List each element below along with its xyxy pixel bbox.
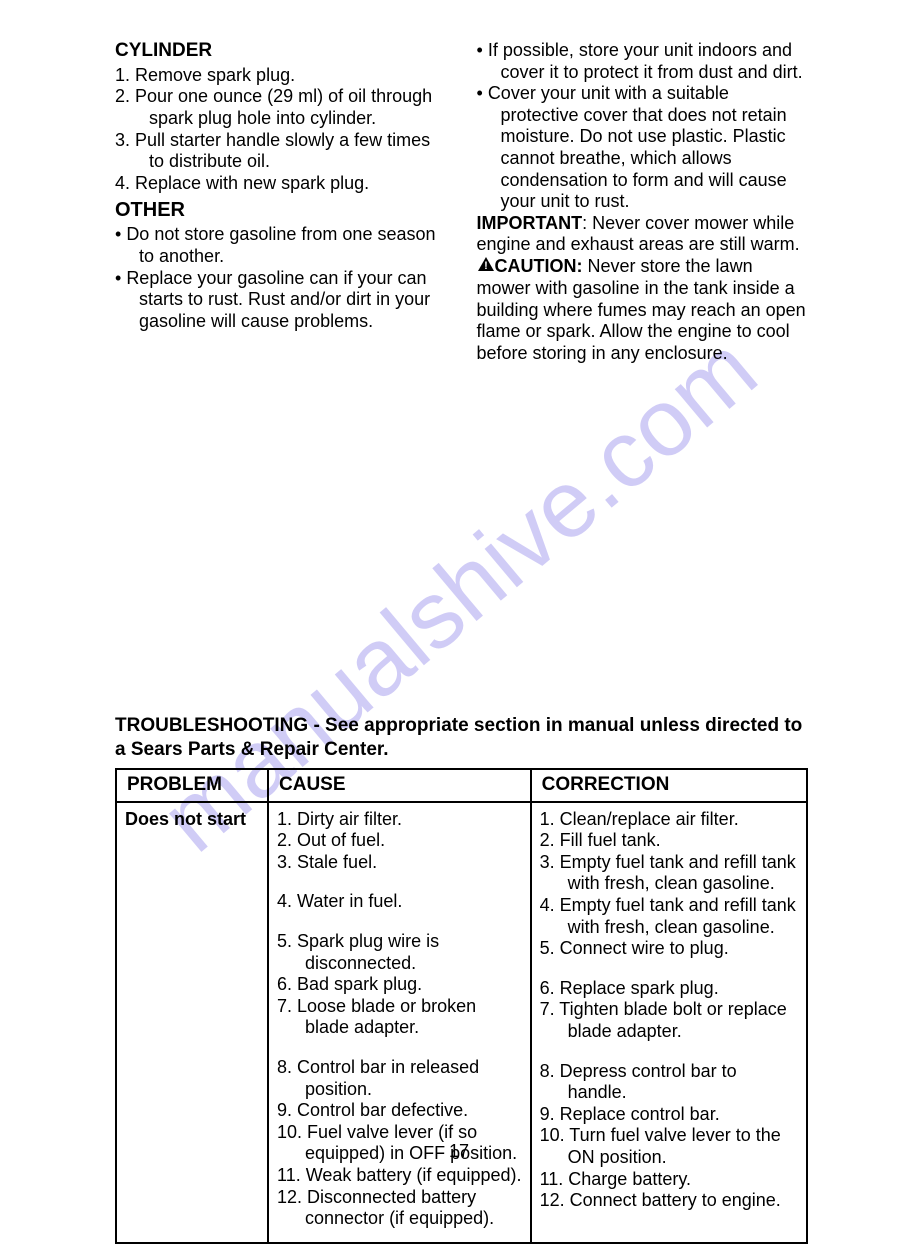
list-item: 10. Fuel valve lever (if so equipped) in… — [277, 1122, 522, 1165]
col-problem: PROBLEM — [116, 769, 268, 802]
list-item: 4. Water in fuel. — [277, 891, 522, 913]
list-item: 6. Bad spark plug. — [277, 974, 522, 996]
caution-icon: ! — [477, 256, 495, 278]
list-item: 11. Weak battery (if equipped). — [277, 1165, 522, 1187]
list-item: 2. Fill fuel tank. — [540, 830, 798, 852]
list-spacer — [540, 1043, 798, 1061]
troubleshooting-table: PROBLEM CAUSE CORRECTION Does not start … — [115, 768, 808, 1244]
list-item: 3. Empty fuel tank and refill tank with … — [540, 852, 798, 895]
list-item: Replace your gasoline can if your can st… — [115, 268, 447, 333]
list-item: 2. Pour one ounce (29 ml) of oil through… — [115, 86, 447, 129]
list-item: If possible, store your unit indoors and… — [477, 40, 809, 83]
list-item: 4. Replace with new spark plug. — [115, 173, 447, 195]
table-header-row: PROBLEM CAUSE CORRECTION — [116, 769, 807, 802]
troubleshooting-heading: TROUBLESHOOTING - See appropriate sectio… — [115, 714, 808, 762]
problem-cell: Does not start — [116, 802, 268, 1243]
list-item: 2. Out of fuel. — [277, 830, 522, 852]
left-column: CYLINDER 1. Remove spark plug. 2. Pour o… — [115, 40, 447, 364]
list-item: 9. Replace control bar. — [540, 1104, 798, 1126]
list-spacer — [540, 960, 798, 978]
list-item: Do not store gasoline from one season to… — [115, 224, 447, 267]
list-spacer — [277, 1039, 522, 1057]
caution-label: CAUTION: — [495, 256, 583, 276]
list-item: 10. Turn fuel valve lever to the ON posi… — [540, 1125, 798, 1168]
list-item: 8. Control bar in released position. — [277, 1057, 522, 1100]
list-item-text: Do not store gasoline from one season to… — [126, 224, 435, 266]
cylinder-heading: CYLINDER — [115, 40, 447, 63]
list-spacer — [277, 873, 522, 891]
list-item: 5. Connect wire to plug. — [540, 938, 798, 960]
list-item: 1. Clean/replace air filter. — [540, 809, 798, 831]
right-bullets: If possible, store your unit indoors and… — [477, 40, 809, 213]
correction-list: 1. Clean/replace air filter. 2. Fill fue… — [540, 809, 798, 1212]
list-item: Cover your unit with a suitable protecti… — [477, 83, 809, 213]
cause-list: 1. Dirty air filter. 2. Out of fuel. 3. … — [277, 809, 522, 1230]
cause-cell: 1. Dirty air filter. 2. Out of fuel. 3. … — [268, 802, 531, 1243]
list-item: 7. Tighten blade bolt or replace blade a… — [540, 999, 798, 1042]
list-item: 8. Depress control bar to handle. — [540, 1061, 798, 1104]
list-item-text: If possible, store your unit indoors and… — [488, 40, 803, 82]
list-spacer — [277, 913, 522, 931]
important-label: IMPORTANT — [477, 213, 583, 233]
list-item: 12. Connect battery to engine. — [540, 1190, 798, 1212]
page-content: CYLINDER 1. Remove spark plug. 2. Pour o… — [115, 40, 808, 1244]
svg-text:!: ! — [484, 260, 488, 272]
list-item: 3. Pull starter handle slowly a few time… — [115, 130, 447, 173]
list-item-text: Cover your unit with a suitable protecti… — [488, 83, 787, 211]
list-item: 11. Charge battery. — [540, 1169, 798, 1191]
right-column: If possible, store your unit indoors and… — [477, 40, 809, 364]
list-item: 5. Spark plug wire is disconnected. — [277, 931, 522, 974]
problem-text: Does not start — [125, 809, 246, 829]
table-row: Does not start 1. Dirty air filter. 2. O… — [116, 802, 807, 1243]
list-item: 9. Control bar defective. — [277, 1100, 522, 1122]
list-item: 4. Empty fuel tank and refill tank with … — [540, 895, 798, 938]
other-list: Do not store gasoline from one season to… — [115, 224, 447, 332]
col-correction: CORRECTION — [531, 769, 807, 802]
top-columns: CYLINDER 1. Remove spark plug. 2. Pour o… — [115, 40, 808, 364]
important-line: IMPORTANT: Never cover mower while engin… — [477, 213, 809, 256]
col-cause: CAUSE — [268, 769, 531, 802]
caution-line: ! CAUTION: Never store the lawn mower wi… — [477, 256, 809, 364]
correction-cell: 1. Clean/replace air filter. 2. Fill fue… — [531, 802, 807, 1243]
other-heading: OTHER — [115, 198, 447, 222]
list-item: 3. Stale fuel. — [277, 852, 522, 874]
cylinder-list: 1. Remove spark plug. 2. Pour one ounce … — [115, 65, 447, 195]
list-item: 1. Dirty air filter. — [277, 809, 522, 831]
list-item: 1. Remove spark plug. — [115, 65, 447, 87]
list-item: 6. Replace spark plug. — [540, 978, 798, 1000]
list-item: 12. Disconnected battery connector (if e… — [277, 1187, 522, 1230]
list-item-text: Replace your gasoline can if your can st… — [126, 268, 430, 331]
list-item: 7. Loose blade or broken blade adapter. — [277, 996, 522, 1039]
